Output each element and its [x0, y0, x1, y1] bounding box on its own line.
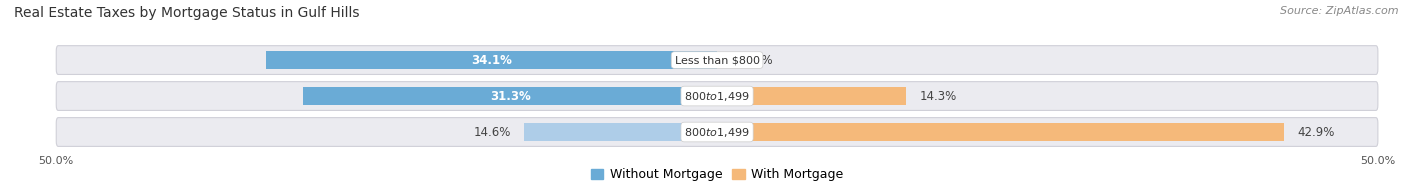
Bar	[717, 87, 905, 105]
Text: Less than $800: Less than $800	[675, 55, 759, 65]
Text: $800 to $1,499: $800 to $1,499	[685, 125, 749, 139]
Text: 14.6%: 14.6%	[474, 125, 510, 139]
Text: 42.9%: 42.9%	[1298, 125, 1334, 139]
FancyBboxPatch shape	[56, 82, 1378, 110]
Text: 14.3%: 14.3%	[920, 90, 956, 103]
Text: 34.1%: 34.1%	[471, 54, 512, 67]
Text: 0.0%: 0.0%	[744, 54, 773, 67]
Bar	[524, 123, 717, 141]
Legend: Without Mortgage, With Mortgage: Without Mortgage, With Mortgage	[586, 163, 848, 186]
FancyBboxPatch shape	[56, 118, 1378, 146]
Bar	[717, 123, 1284, 141]
Bar	[266, 51, 717, 69]
Text: 31.3%: 31.3%	[489, 90, 530, 103]
Bar	[304, 87, 717, 105]
Text: Real Estate Taxes by Mortgage Status in Gulf Hills: Real Estate Taxes by Mortgage Status in …	[14, 6, 360, 20]
Text: Source: ZipAtlas.com: Source: ZipAtlas.com	[1281, 6, 1399, 16]
FancyBboxPatch shape	[56, 46, 1378, 74]
Text: $800 to $1,499: $800 to $1,499	[685, 90, 749, 103]
